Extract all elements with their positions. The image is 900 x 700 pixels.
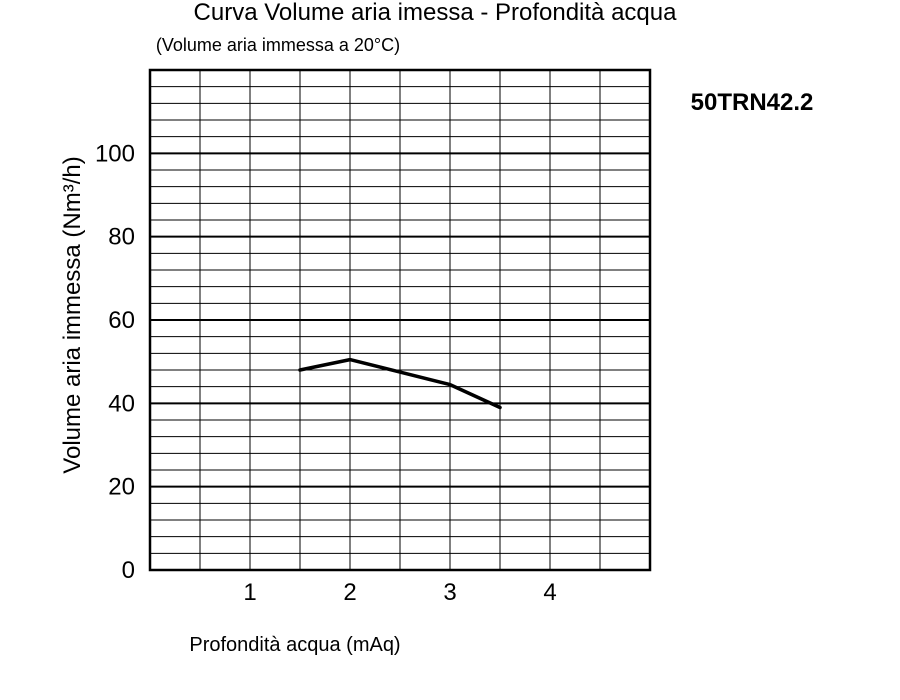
x-tick-label: 3 — [443, 579, 456, 606]
y-tick-label: 80 — [108, 224, 135, 251]
chart-subtitle: (Volume aria immessa a 20°C) — [156, 35, 400, 55]
x-tick-label: 4 — [543, 579, 556, 606]
model-label: 50TRN42.2 — [691, 89, 814, 116]
y-tick-label: 100 — [95, 140, 135, 167]
plot-frame — [148, 68, 652, 572]
y-tick-label: 0 — [122, 557, 135, 584]
y-tick-label: 20 — [108, 474, 135, 501]
grid — [150, 70, 650, 570]
series-layer — [298, 357, 502, 410]
x-axis-ticks: 1 2 3 4 — [243, 579, 556, 606]
y-tick-label: 60 — [108, 307, 135, 334]
chart-title: Curva Volume aria imessa - Profondità ac… — [194, 0, 678, 26]
x-tick-label: 2 — [343, 579, 356, 606]
x-axis-label: Profondità acqua (mAq) — [189, 634, 400, 656]
y-tick-label: 40 — [108, 390, 135, 417]
y-axis-label: Volume aria immessa (Nm³/h) — [59, 156, 86, 473]
series-line — [298, 357, 502, 410]
x-tick-label: 1 — [243, 579, 256, 606]
y-axis-ticks: 0 20 40 60 80 100 — [95, 140, 135, 584]
